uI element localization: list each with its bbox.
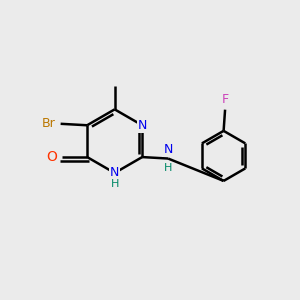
Text: O: O [46,150,57,164]
Text: N: N [110,167,119,179]
Text: F: F [221,93,229,106]
Text: H: H [164,163,172,173]
Text: N: N [137,119,147,132]
Text: H: H [110,179,119,189]
Text: N: N [164,142,173,156]
Text: Br: Br [41,117,55,130]
